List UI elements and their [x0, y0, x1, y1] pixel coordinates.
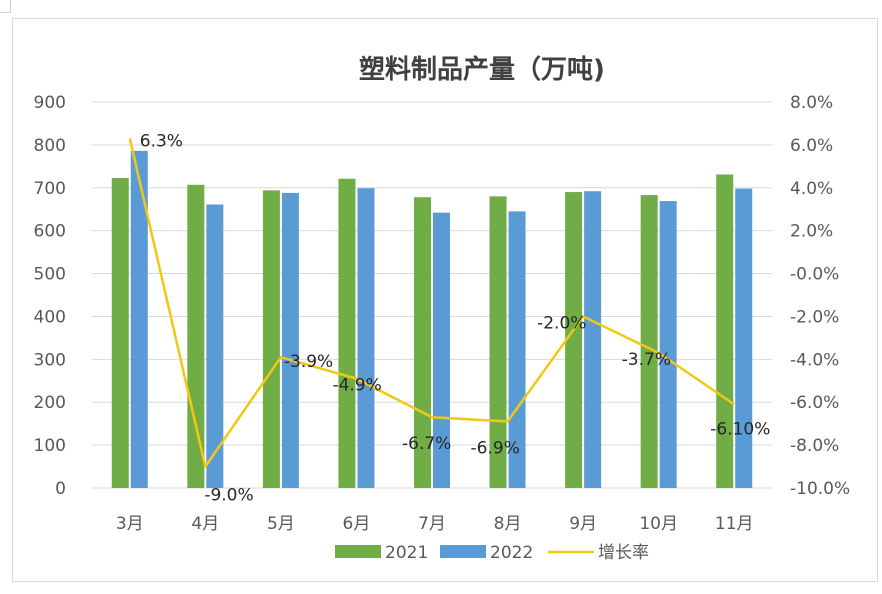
right-tick-label: 8.0% [790, 93, 833, 113]
chart-title: 塑料制品产量（万吨) [359, 55, 605, 85]
legend-swatch-2022 [440, 545, 486, 558]
right-tick-label: 2.0% [790, 222, 833, 242]
bar-2022 [659, 201, 677, 488]
bar-2022 [735, 188, 753, 488]
bar-2021 [111, 177, 129, 488]
x-tick-label: 3月 [116, 514, 144, 534]
bar-2022 [584, 191, 602, 488]
right-tick-label: -4.0% [790, 350, 839, 370]
growth-data-label: -6.9% [471, 439, 520, 459]
x-tick-label: 5月 [267, 514, 295, 534]
bar-2022 [281, 192, 299, 488]
growth-data-labels: 6.3% -9.0% -3.9% -4.9% -6.7% -6.9% -2.0% -3.7% -… [140, 131, 771, 505]
right-tick-label: 6.0% [790, 136, 833, 156]
gridlines [92, 101, 772, 489]
left-tick-label: 300 [34, 350, 66, 370]
x-tick-label: 10月 [639, 514, 678, 534]
right-tick-label: -10.0% [790, 479, 850, 499]
left-tick-label: 400 [34, 307, 66, 327]
growth-data-label: -2.0% [537, 313, 586, 333]
right-tick-label: -6.0% [790, 393, 839, 413]
x-tick-label: 6月 [343, 514, 371, 534]
bar-2021 [338, 178, 356, 488]
x-tick-label: 9月 [569, 514, 597, 534]
growth-data-label: -3.9% [284, 352, 333, 372]
growth-line-series [128, 138, 735, 468]
growth-data-label: -6.7% [402, 434, 451, 454]
legend-swatch-2021 [335, 545, 381, 558]
x-tick-label: 4月 [191, 514, 219, 534]
bar-2021 [716, 174, 734, 488]
bar-2021 [262, 190, 280, 488]
left-tick-label: 100 [34, 436, 66, 456]
bar-2022 [357, 188, 375, 488]
bar-2022 [206, 204, 224, 488]
legend: 2021 2022 增长率 [335, 543, 649, 563]
right-tick-label: -2.0% [790, 307, 839, 327]
x-tick-label: 11月 [715, 514, 754, 534]
bar-2021 [489, 196, 507, 488]
left-tick-label: 800 [34, 136, 66, 156]
bar-2021 [640, 195, 658, 488]
left-tick-label: 0 [55, 479, 66, 499]
right-axis-ticks: -10.0% -8.0% -6.0% -4.0% -2.0% -0.0% 2.0% 4.0% 6… [790, 93, 850, 499]
right-tick-label: 4.0% [790, 179, 833, 199]
bar-2022 [508, 211, 526, 488]
right-tick-label: -0.0% [790, 265, 839, 285]
legend-label: 增长率 [598, 543, 649, 563]
x-tick-label: 7月 [418, 514, 446, 534]
left-tick-label: 200 [34, 393, 66, 413]
x-tick-label: 8月 [494, 514, 522, 534]
bar-2022 [130, 150, 148, 489]
legend-label: 2022 [490, 543, 533, 563]
bar-2021 [187, 184, 205, 488]
growth-data-label: -9.0% [204, 486, 253, 506]
bar-series [111, 150, 753, 489]
left-axis-ticks: 0 100 200 300 400 500 600 700 800 900 [34, 93, 66, 499]
corner-mark [0, 0, 11, 13]
legend-label: 2021 [385, 543, 428, 563]
left-tick-label: 700 [34, 179, 66, 199]
right-tick-label: -8.0% [790, 436, 839, 456]
left-tick-label: 900 [34, 93, 66, 113]
growth-data-label: -4.9% [332, 376, 381, 396]
x-axis-tick-labels: 3月 4月 5月 6月 7月 8月 9月 10月 11月 [116, 514, 754, 534]
growth-data-label: -6.10% [710, 419, 770, 439]
bar-2021 [565, 192, 583, 489]
growth-data-label: 6.3% [140, 131, 183, 151]
left-tick-label: 600 [34, 222, 66, 242]
left-tick-label: 500 [34, 265, 66, 285]
growth-data-label: -3.7% [622, 350, 671, 370]
